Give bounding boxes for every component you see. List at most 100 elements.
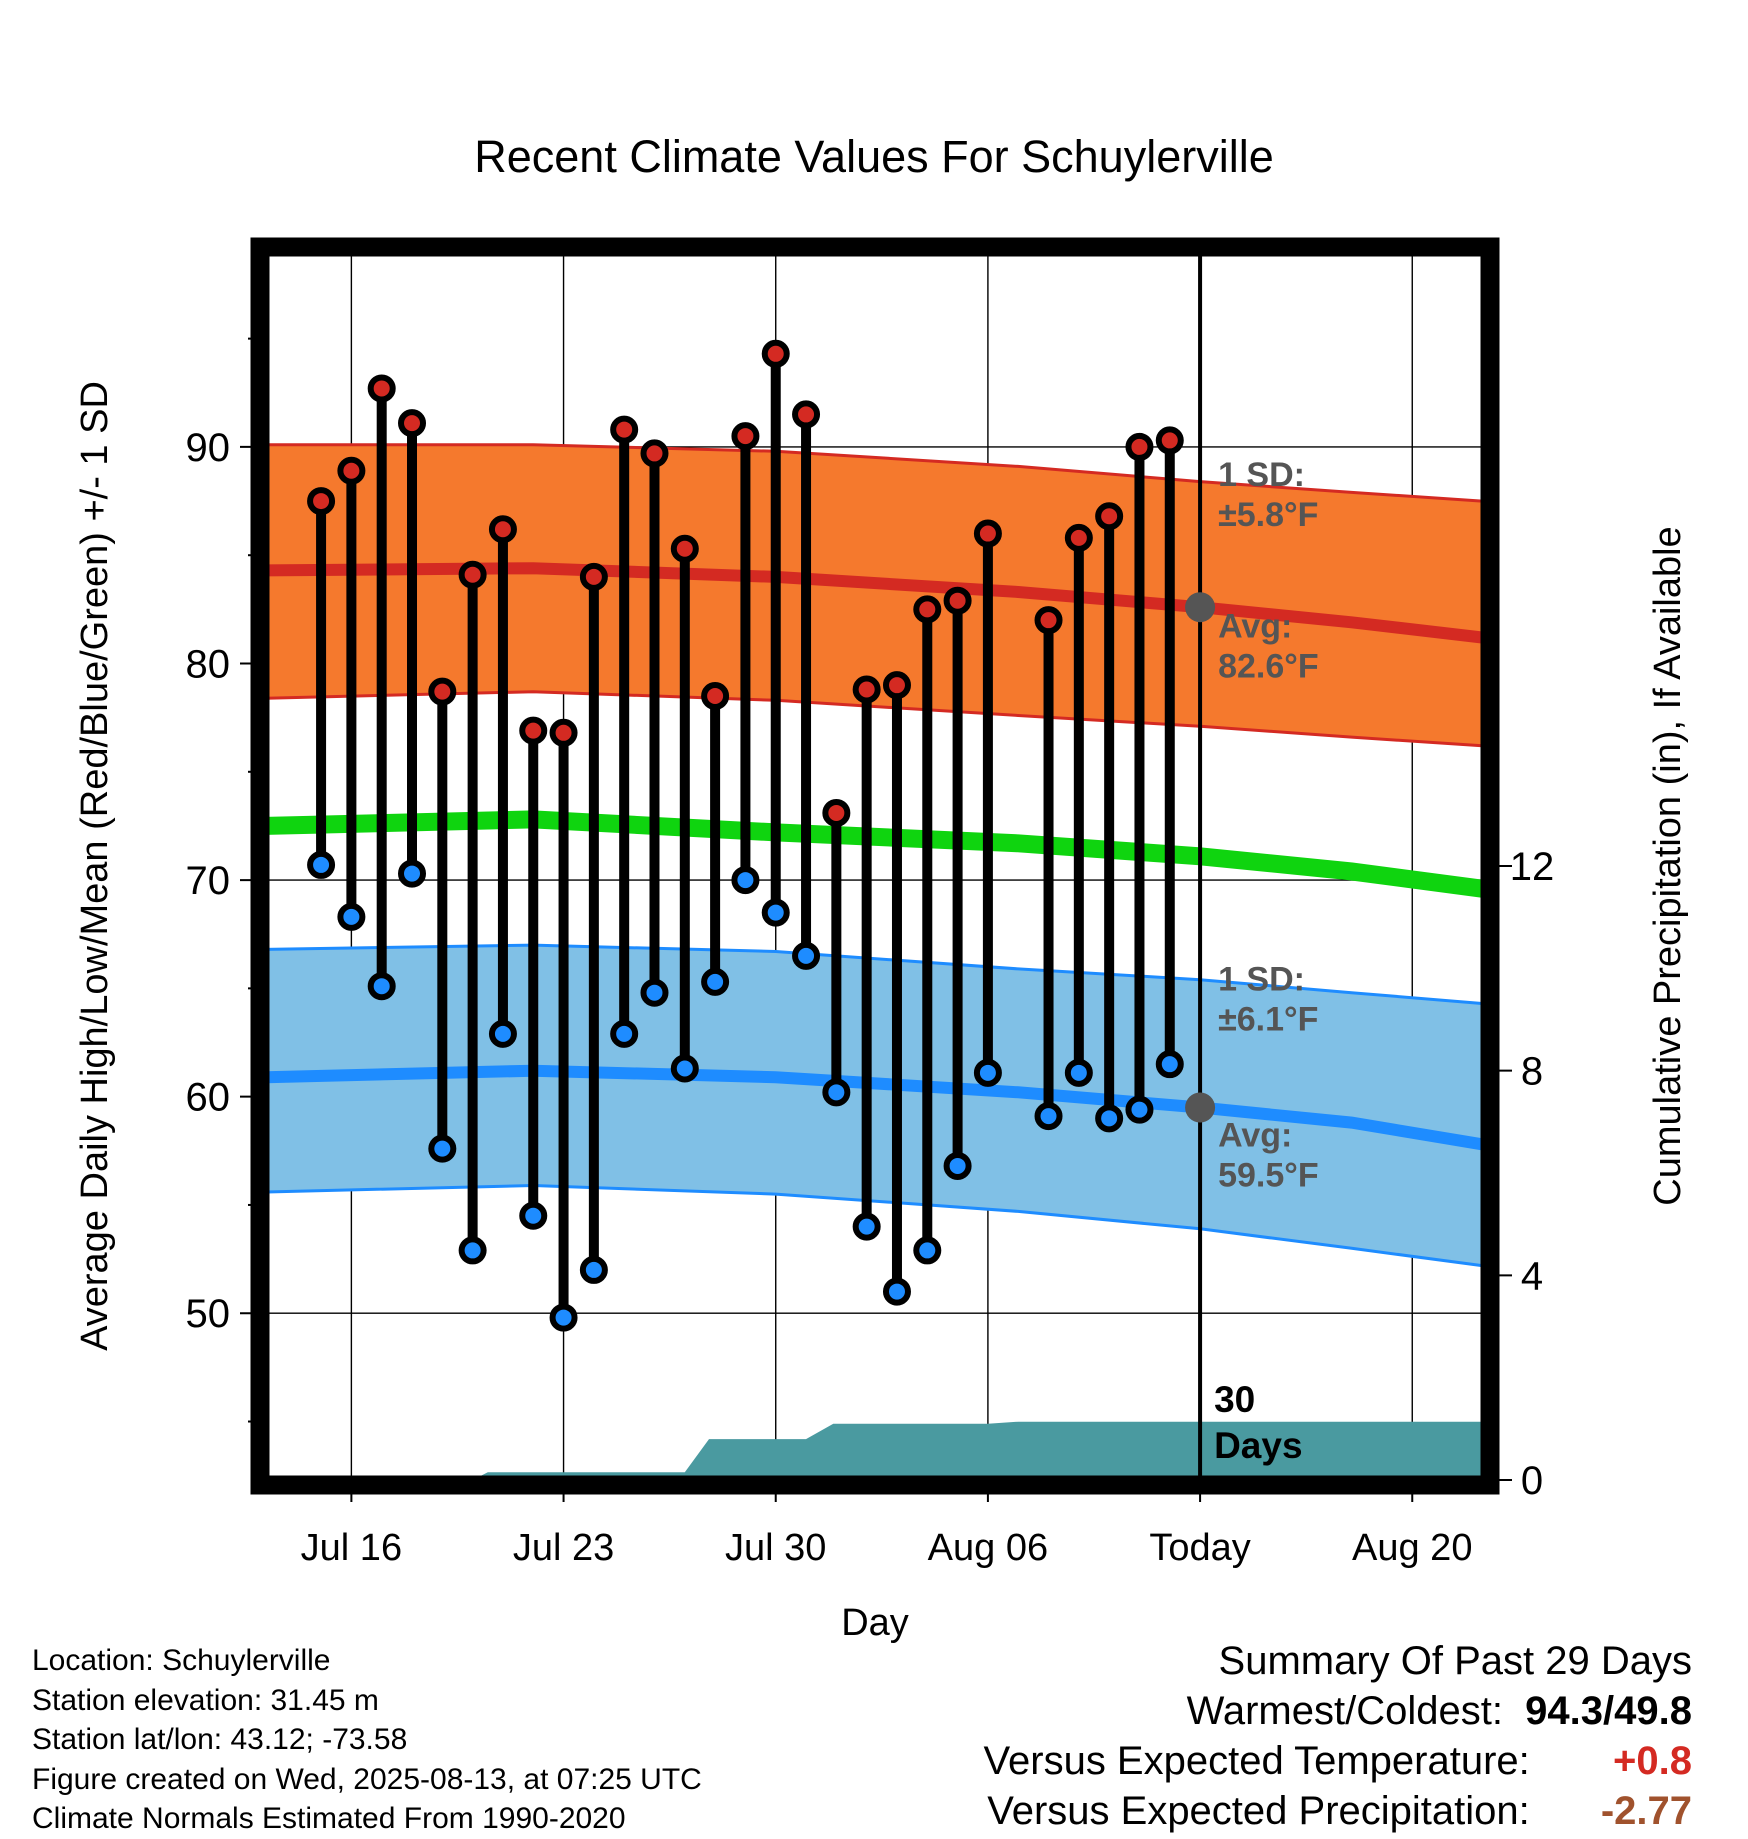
low-temp-point	[670, 1054, 699, 1083]
low-temp-point	[1155, 1050, 1184, 1079]
precip-label: Versus Expected Precipitation:	[987, 1789, 1530, 1833]
low-temp-point	[731, 866, 760, 895]
location-text: Location: Schuylerville	[32, 1644, 331, 1677]
low-temp-point	[458, 1236, 487, 1265]
low-temp-point	[701, 967, 730, 996]
warm-cold-row: Warmest/Coldest: 94.3/49.8	[984, 1686, 1692, 1736]
high-temp-point	[1155, 426, 1184, 455]
high-sd-annotation: 1 SD:	[1218, 456, 1305, 494]
low-temp-point	[913, 1236, 942, 1265]
high-avg-annotation: 82.6°F	[1218, 648, 1319, 686]
high-temp-point	[852, 675, 881, 704]
y-axis-label: Average Daily High/Low/Mean (Red/Blue/Gr…	[74, 381, 116, 1351]
low-sd-annotation: ±6.1°F	[1218, 1001, 1318, 1039]
high-temp-point	[610, 415, 639, 444]
low-temp-point	[1034, 1102, 1063, 1131]
low-sd-annotation: 1 SD:	[1218, 961, 1305, 999]
summary-title: Summary Of Past 29 Days	[1218, 1639, 1692, 1683]
low-avg-annotation: 59.5°F	[1218, 1156, 1319, 1194]
y-tick-label: 50	[186, 1292, 231, 1336]
y2-tick-label: 8	[1521, 1050, 1543, 1094]
today-low-normal-marker	[1185, 1092, 1216, 1123]
low-temp-point	[1064, 1058, 1093, 1087]
y2-tick-label: 4	[1521, 1254, 1543, 1298]
high-temp-point	[670, 534, 699, 563]
high-temp-point	[913, 595, 942, 624]
low-temp-point	[882, 1277, 911, 1306]
temp-row: Versus Expected Temperature: +0.8	[984, 1736, 1692, 1786]
high-temp-point	[792, 400, 821, 429]
period-label: 30	[1214, 1379, 1255, 1420]
created-text: Figure created on Wed, 2025-08-13, at 07…	[32, 1762, 702, 1796]
x-tick-label: Jul 23	[513, 1527, 614, 1569]
low-temp-point	[519, 1201, 548, 1230]
high-temp-point	[1034, 606, 1063, 635]
high-temp-point	[1125, 432, 1154, 461]
temp-label: Versus Expected Temperature:	[983, 1739, 1530, 1783]
low-temp-point	[1095, 1104, 1124, 1133]
high-sd-band-upper-edge	[266, 443, 1483, 503]
high-temp-point	[701, 681, 730, 710]
low-temp-point	[337, 902, 366, 931]
y-tick-label: 90	[186, 426, 231, 470]
high-temp-point	[579, 562, 608, 591]
x-tick-label: Aug 20	[1352, 1527, 1472, 1569]
y2-tick-label: 0	[1521, 1459, 1543, 1503]
temp-value: +0.8	[1613, 1739, 1692, 1783]
low-temp-point	[761, 898, 790, 927]
axes: Jul 16 Jul 23 Jul 30 Aug 06 Today Aug 20 50 60 7…	[186, 337, 1555, 1569]
station-info: Location: Schuylerville Station elevatio…	[32, 1641, 702, 1839]
elevation-text: Station elevation: 31.45 m	[32, 1683, 379, 1717]
high-temp-point	[761, 339, 790, 368]
today-high-normal-marker	[1185, 592, 1216, 623]
plot-frame	[250, 237, 1500, 1495]
low-temp-point	[549, 1303, 578, 1332]
high-temp-point	[458, 560, 487, 589]
high-temp-point	[1095, 502, 1124, 531]
high-temp-point	[640, 439, 669, 468]
low-avg-annotation: Avg:	[1218, 1116, 1292, 1154]
high-temp-point	[943, 586, 972, 615]
low-temp-point	[973, 1058, 1002, 1087]
low-temp-point	[1125, 1095, 1154, 1124]
precip-area	[381, 1421, 1485, 1480]
low-temp-point	[792, 941, 821, 970]
low-temp-point	[640, 978, 669, 1007]
low-temp-point	[307, 850, 336, 879]
y-tick-label: 80	[186, 642, 231, 686]
x-tick-label: Aug 06	[928, 1527, 1048, 1569]
low-temp-point	[488, 1019, 517, 1048]
high-temp-point	[1064, 523, 1093, 552]
high-avg-annotation: Avg:	[1218, 608, 1292, 646]
daily-bars	[316, 353, 1175, 1318]
low-temp-point	[610, 1019, 639, 1048]
high-temp-point	[549, 718, 578, 747]
low-temp-point	[822, 1078, 851, 1107]
chart-title: Recent Climate Values For Schuylerville	[474, 131, 1273, 182]
high-sd-band-lower-edge	[266, 690, 1483, 748]
high-temp-point	[882, 671, 911, 700]
low-temp-point	[398, 859, 427, 888]
summary-panel: Summary Of Past 29 Days Warmest/Coldest:…	[984, 1636, 1692, 1836]
warm-cold-label: Warmest/Coldest:	[1186, 1689, 1503, 1733]
high-temp-point	[337, 456, 366, 485]
latlon-text: Station lat/lon: 43.12; -73.58	[32, 1723, 408, 1756]
low-temp-point	[943, 1151, 972, 1180]
high-temp-point	[973, 519, 1002, 548]
high-sd-annotation: ±5.8°F	[1218, 496, 1318, 534]
x-axis-label: Day	[841, 1602, 909, 1644]
x-tick-label: Jul 30	[725, 1527, 826, 1569]
high-temp-point	[307, 487, 336, 516]
high-temp-point	[428, 677, 457, 706]
y-tick-label: 70	[186, 859, 231, 903]
high-temp-point	[367, 374, 396, 403]
high-sd-band	[266, 444, 1482, 746]
low-temp-point	[579, 1255, 608, 1284]
y-tick-label: 60	[186, 1076, 231, 1120]
y2-axis-label: Cumulative Precipitation (in), If Availa…	[1647, 526, 1689, 1205]
high-temp-point	[398, 409, 427, 438]
y2-tick-label: 12	[1510, 845, 1555, 889]
